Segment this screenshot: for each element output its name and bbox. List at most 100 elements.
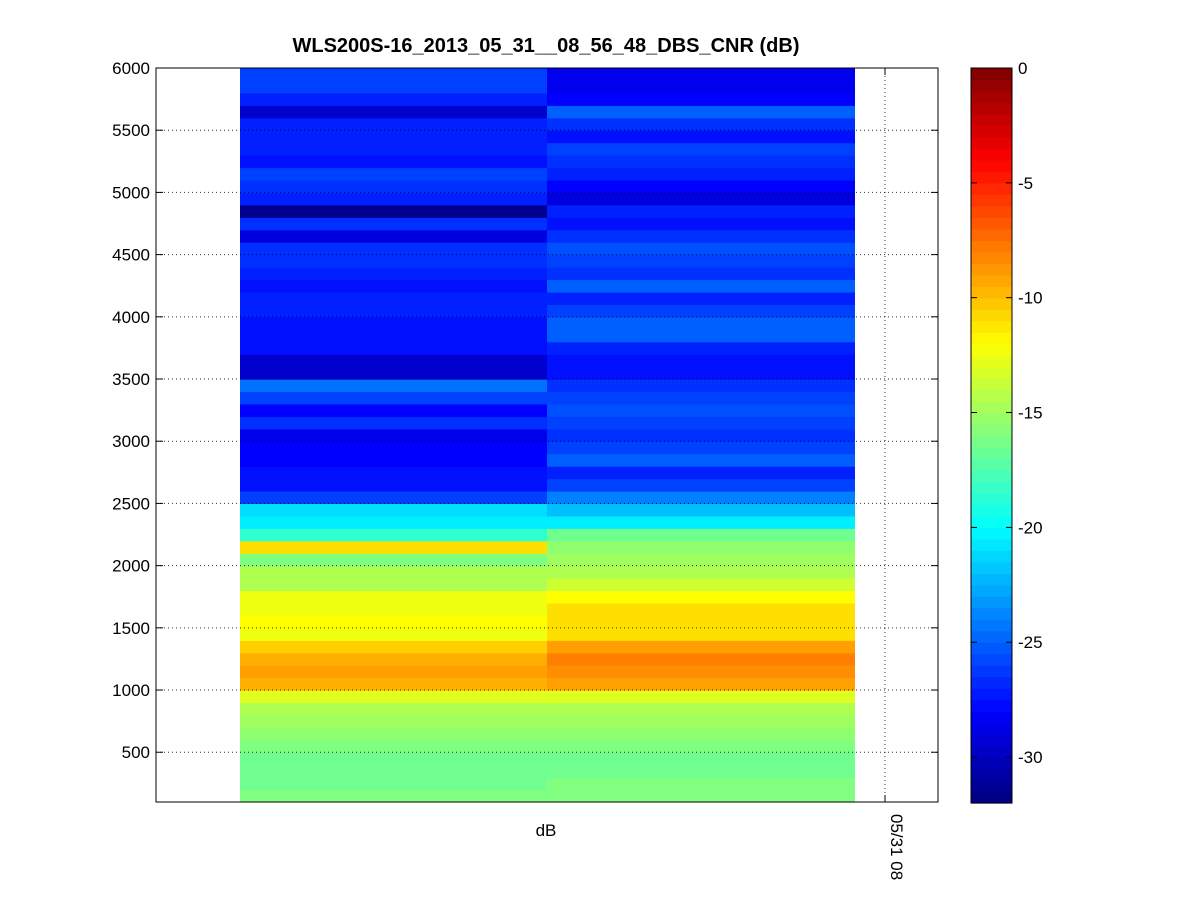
- heatmap-cell: [240, 665, 547, 679]
- heatmap-cell: [547, 80, 855, 94]
- heatmap-cell: [240, 615, 547, 629]
- colorbar-band: [971, 642, 1012, 655]
- colorbar-band: [971, 527, 1012, 540]
- heatmap-cell: [547, 242, 855, 256]
- colorbar-band: [971, 791, 1012, 804]
- heatmap-cell: [547, 291, 855, 305]
- colorbar-band: [971, 734, 1012, 747]
- heatmap-cell: [240, 727, 547, 741]
- heatmap-cell: [547, 727, 855, 741]
- heatmap-cell: [240, 528, 547, 542]
- colorbar-frame: [970, 67, 1013, 804]
- colorbar-tick-label: -20: [1018, 518, 1043, 537]
- colorbar-band: [971, 469, 1012, 483]
- colorbar-band: [971, 492, 1012, 505]
- heatmap-cell: [240, 242, 547, 256]
- colorbar-band: [971, 136, 1012, 149]
- heatmap-cell: [240, 652, 547, 666]
- colorbar-band: [971, 607, 1012, 620]
- heatmap-cell: [547, 677, 855, 691]
- colorbar-band: [971, 561, 1012, 574]
- colorbar-band: [971, 780, 1012, 793]
- heatmap-cell: [547, 528, 855, 542]
- heatmap-cell: [240, 254, 547, 268]
- heatmap-cell: [547, 304, 855, 318]
- colorbar-band: [971, 665, 1012, 678]
- y-tick-label: 2000: [112, 557, 150, 576]
- heatmap-cell: [547, 403, 855, 417]
- heatmap-cell: [547, 590, 855, 604]
- heatmap-cell: [547, 379, 855, 393]
- colorbar-band: [971, 332, 1012, 345]
- heatmap-cell: [547, 615, 855, 629]
- y-tick-label: 4500: [112, 246, 150, 265]
- x-axis: 05/31 08: [884, 68, 906, 880]
- heatmap-cell: [240, 515, 547, 529]
- heatmap-cell: [240, 68, 547, 82]
- heatmap-cell: [240, 789, 547, 803]
- chart-title: WLS200S-16_2013_05_31__08_56_48_DBS_CNR …: [293, 35, 800, 57]
- y-tick-label: 1000: [112, 681, 150, 700]
- heatmap-cell: [240, 777, 547, 791]
- heatmap-cell: [547, 341, 855, 355]
- colorbar-band: [971, 286, 1012, 299]
- heatmap-cell: [547, 764, 855, 778]
- colorbar-band: [971, 378, 1012, 391]
- heatmap-cell: [240, 316, 547, 330]
- heatmap-cell: [547, 553, 855, 567]
- heatmap-cell: [240, 602, 547, 616]
- heatmap-cell: [547, 316, 855, 330]
- colorbar-band: [971, 745, 1012, 758]
- heatmap-cell: [240, 105, 547, 119]
- heatmap-cell: [240, 553, 547, 567]
- heatmap-cells: [240, 68, 855, 803]
- heatmap-cell: [240, 379, 547, 393]
- colorbar-band: [971, 538, 1012, 551]
- heatmap-cell: [547, 640, 855, 654]
- colorbar-band: [971, 435, 1012, 448]
- heatmap-cell: [547, 503, 855, 517]
- colorbar-tick-label: 0: [1018, 59, 1027, 78]
- y-axis: 500 1000 1500 2000 2500 3000 3500 4000 4500 5000 5…: [112, 59, 938, 762]
- y-tick-label: 5500: [112, 121, 150, 140]
- colorbar-band: [971, 412, 1012, 425]
- heatmap-cell: [240, 391, 547, 405]
- heatmap-cell: [547, 155, 855, 169]
- heatmap-cell: [547, 279, 855, 293]
- colorbar-band: [971, 515, 1012, 528]
- heatmap-cell: [240, 503, 547, 517]
- colorbar-band: [971, 584, 1012, 597]
- heatmap-cell: [240, 764, 547, 778]
- colorbar-band: [971, 768, 1012, 781]
- colorbar-band: [971, 619, 1012, 632]
- heatmap-cell: [547, 540, 855, 554]
- heatmap-cell: [240, 714, 547, 728]
- heatmap-cell: [240, 453, 547, 467]
- heatmap-cell: [547, 690, 855, 704]
- colorbar-band: [971, 401, 1012, 414]
- heatmap-cell: [240, 366, 547, 380]
- heatmap-cell: [240, 354, 547, 368]
- colorbar-band: [971, 550, 1012, 563]
- heatmap-cell: [240, 179, 547, 194]
- heatmap-cell: [240, 229, 547, 243]
- colorbar-band: [971, 90, 1012, 104]
- colorbar-band: [971, 630, 1012, 643]
- heatmap-cell: [240, 441, 547, 455]
- heatmap-cell: [240, 403, 547, 417]
- heatmap-cell: [547, 428, 855, 442]
- heatmap-cell: [240, 155, 547, 169]
- colorbar-tick-label: -5: [1018, 174, 1033, 193]
- heatmap-cell: [240, 80, 547, 94]
- colorbar-tick-label: -25: [1018, 633, 1043, 652]
- heatmap-cell: [240, 329, 547, 343]
- heatmap-cell: [547, 105, 855, 119]
- colorbar-band: [971, 251, 1012, 264]
- colorbar-band: [971, 481, 1012, 494]
- heatmap-cell: [240, 590, 547, 604]
- heatmap-cell: [547, 217, 855, 231]
- heatmap-cell: [547, 416, 855, 430]
- colorbar-band: [971, 159, 1012, 172]
- heatmap-cell: [547, 267, 855, 281]
- colorbar-band: [971, 205, 1012, 218]
